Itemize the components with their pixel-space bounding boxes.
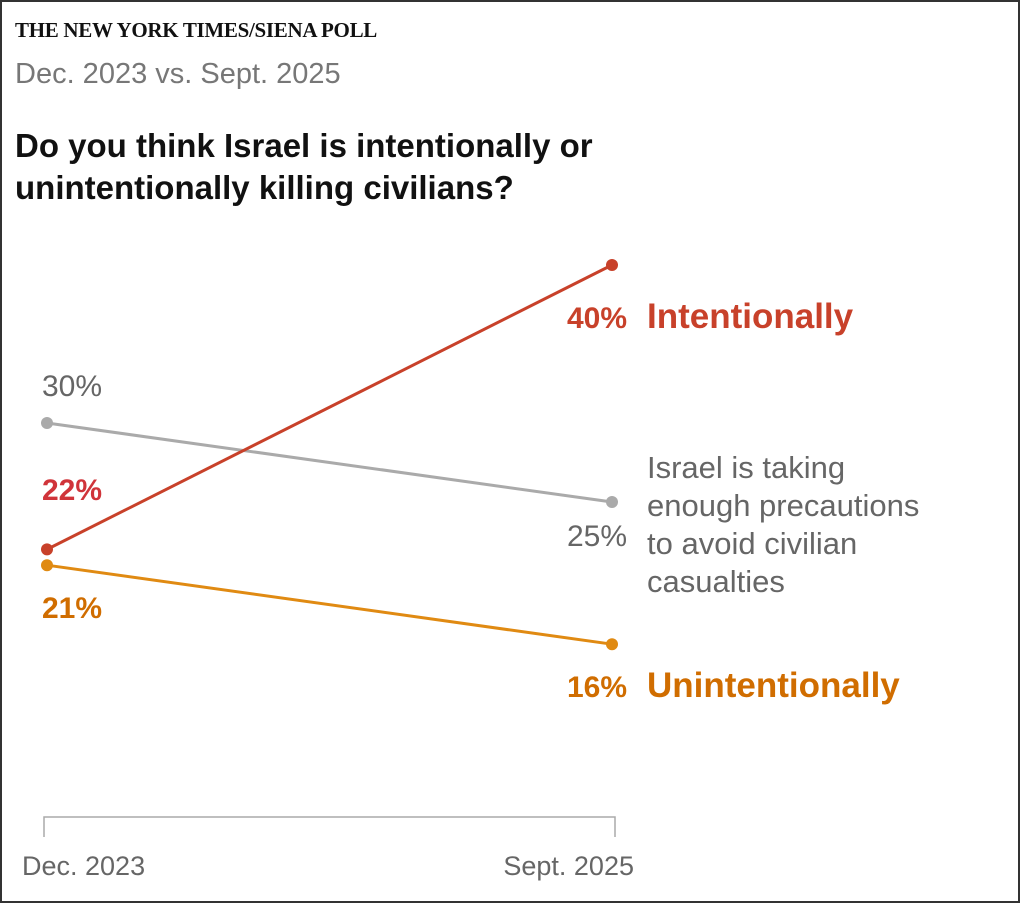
data-point: [606, 638, 618, 651]
series-name-label-line: casualties: [647, 564, 785, 599]
series-name-label-line: Israel is taking: [647, 450, 845, 485]
series-name-label: Unintentionally: [647, 666, 900, 705]
data-point: [41, 559, 53, 572]
data-point: [606, 496, 618, 508]
series-labels: 22% 40% Intentionally 30% 25% Israel is takin…: [42, 297, 919, 705]
series-name-label-line: enough precautions: [647, 488, 919, 523]
x-tick-label: Dec. 2023: [22, 851, 145, 881]
value-label: 21%: [42, 592, 102, 625]
x-tick-label: Sept. 2025: [503, 851, 634, 881]
value-label: 16%: [567, 671, 627, 704]
value-label: 25%: [567, 520, 627, 553]
series-line: [46, 263, 613, 551]
chart-title: Do you think Israel is intentionally or …: [15, 127, 593, 206]
series-line: [46, 563, 613, 646]
series-name-label-line: to avoid civilian: [647, 526, 857, 561]
value-label: 22%: [42, 474, 102, 507]
data-point: [606, 259, 618, 271]
x-axis-bracket: [43, 816, 616, 837]
data-point: [41, 543, 53, 556]
chart-subtitle: Dec. 2023 vs. Sept. 2025: [15, 58, 341, 90]
series-name-label: Intentionally: [647, 297, 854, 336]
series-line: [46, 421, 613, 504]
value-label: 40%: [567, 302, 627, 335]
series-lines: [41, 259, 618, 651]
x-axis: Dec. 2023 Sept. 2025: [22, 816, 634, 881]
value-label: 30%: [42, 370, 102, 403]
data-point: [41, 417, 53, 429]
source-kicker: THE NEW YORK TIMES/SIENA POLL: [15, 18, 378, 42]
